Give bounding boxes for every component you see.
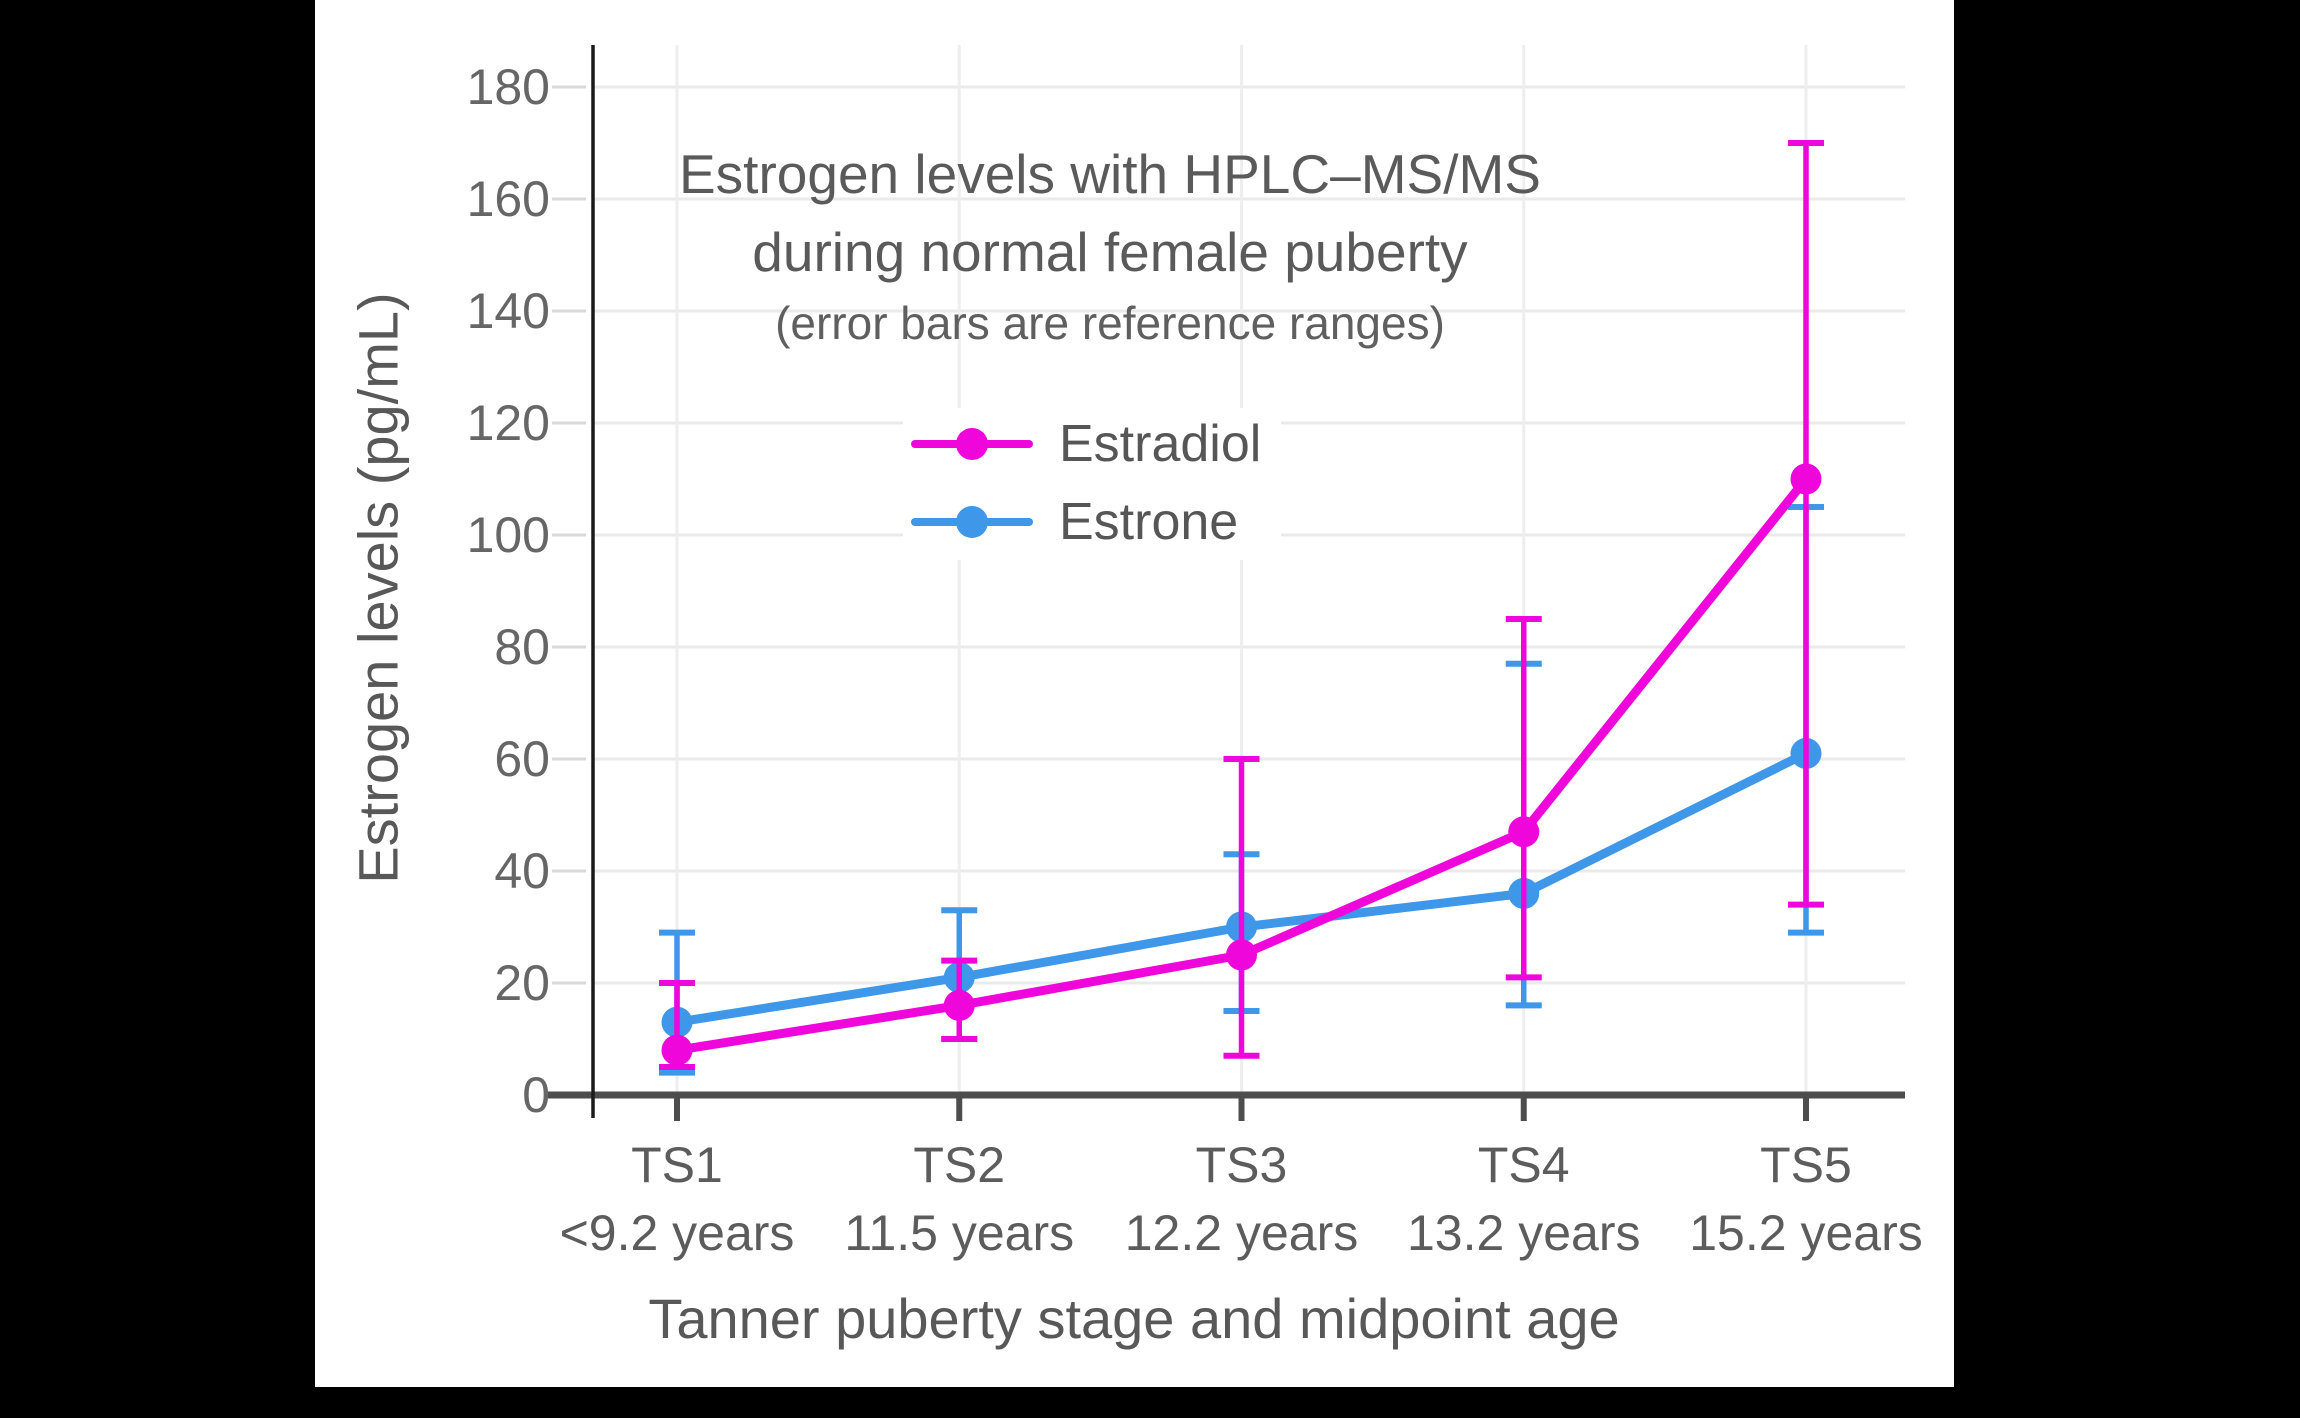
x-axis-title: Tanner puberty stage and midpoint age (648, 1287, 1620, 1350)
x-tick-label: TS1 (631, 1137, 723, 1193)
legend-label-estrone: Estrone (1059, 493, 1239, 551)
y-tick-label: 80 (494, 619, 550, 675)
data-point-estradiol (1508, 816, 1540, 848)
legend-dot-swatch (956, 428, 988, 460)
data-point-estradiol (661, 1034, 693, 1066)
y-tick-label: 140 (466, 283, 550, 339)
x-age-label: 15.2 years (1689, 1205, 1923, 1261)
y-tick-label: 180 (466, 59, 550, 115)
legend-item-estrone: Estrone (911, 494, 1261, 550)
estrone-line-marker-icon (911, 505, 1033, 539)
chart-title-line2: during normal female puberty (752, 221, 1468, 283)
data-point-estradiol (1790, 463, 1822, 495)
x-tick-label: TS5 (1760, 1137, 1852, 1193)
estradiol-line-marker-icon (911, 427, 1033, 461)
y-tick-label: 20 (494, 955, 550, 1011)
x-age-label: 13.2 years (1407, 1205, 1641, 1261)
x-age-label: <9.2 years (559, 1205, 795, 1261)
y-tick-label: 120 (466, 395, 550, 451)
legend-label-estradiol: Estradiol (1059, 415, 1262, 473)
y-tick-label: 160 (466, 171, 550, 227)
chart-card (315, 0, 1954, 1387)
chart-subtitle: (error bars are reference ranges) (775, 297, 1445, 349)
data-point-estradiol (943, 989, 975, 1021)
legend-item-estradiol: Estradiol (911, 416, 1261, 472)
x-tick-label: TS3 (1195, 1137, 1288, 1193)
legend: Estradiol Estrone (903, 408, 1282, 560)
y-tick-label: 0 (522, 1067, 550, 1123)
legend-dot-swatch (956, 506, 988, 538)
y-axis-title: Estrogen levels (pg/mL) (346, 292, 410, 884)
y-tick-label: 60 (494, 731, 550, 787)
y-tick-label: 40 (494, 843, 550, 899)
data-point-estradiol (1226, 939, 1257, 971)
chart-title-line1: Estrogen levels with HPLC–MS/MS (679, 143, 1541, 205)
x-tick-label: TS2 (913, 1137, 1006, 1193)
x-age-label: 12.2 years (1124, 1205, 1359, 1261)
x-tick-label: TS4 (1477, 1137, 1570, 1193)
x-age-label: 11.5 years (844, 1205, 1075, 1261)
y-tick-label: 100 (466, 507, 550, 563)
